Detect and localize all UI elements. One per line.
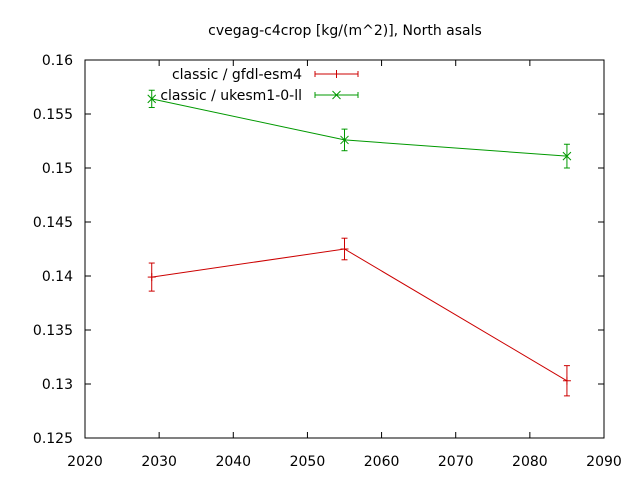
x-tick-label: 2020 bbox=[67, 454, 103, 470]
y-tick-label: 0.155 bbox=[33, 107, 73, 123]
data-point bbox=[147, 94, 157, 104]
legend-label: classic / ukesm1-0-ll bbox=[160, 88, 302, 104]
y-tick-label: 0.145 bbox=[33, 215, 73, 231]
y-tick-label: 0.135 bbox=[33, 323, 73, 339]
data-point bbox=[340, 135, 349, 145]
data-point bbox=[562, 151, 572, 161]
axes: 2020 2030 2040 2050 2060 2070 2080 2090 0.125 0.1… bbox=[33, 53, 622, 470]
y-tick-label: 0.15 bbox=[42, 161, 73, 177]
x-tick-label: 2040 bbox=[215, 454, 251, 470]
legend-label: classic / gfdl-esm4 bbox=[172, 67, 302, 83]
series-1 bbox=[147, 89, 572, 169]
chart-title: cvegag-c4crop [kg/(m^2)], North asals bbox=[208, 23, 482, 39]
series-line bbox=[151, 248, 568, 382]
x-tick-label: 2050 bbox=[290, 454, 326, 470]
legend-marker bbox=[332, 90, 341, 100]
x-tick-label: 2060 bbox=[364, 454, 400, 470]
y-tick-label: 0.16 bbox=[42, 53, 73, 69]
plot-frame bbox=[84, 59, 605, 439]
series-line bbox=[151, 98, 567, 157]
x-tick-label: 2080 bbox=[512, 454, 548, 470]
series-layer bbox=[147, 89, 572, 397]
x-tick-label: 2030 bbox=[141, 454, 177, 470]
x-tick-label: 2070 bbox=[438, 454, 474, 470]
y-tick-label: 0.14 bbox=[42, 269, 73, 285]
legend: classic / gfdl-esm4 classic / ukesm1-0-ll bbox=[160, 67, 359, 104]
y-tick-label: 0.13 bbox=[42, 377, 73, 393]
series-0 bbox=[147, 237, 571, 397]
x-tick-label: 2090 bbox=[586, 454, 622, 470]
y-tick-label: 0.125 bbox=[33, 431, 73, 447]
